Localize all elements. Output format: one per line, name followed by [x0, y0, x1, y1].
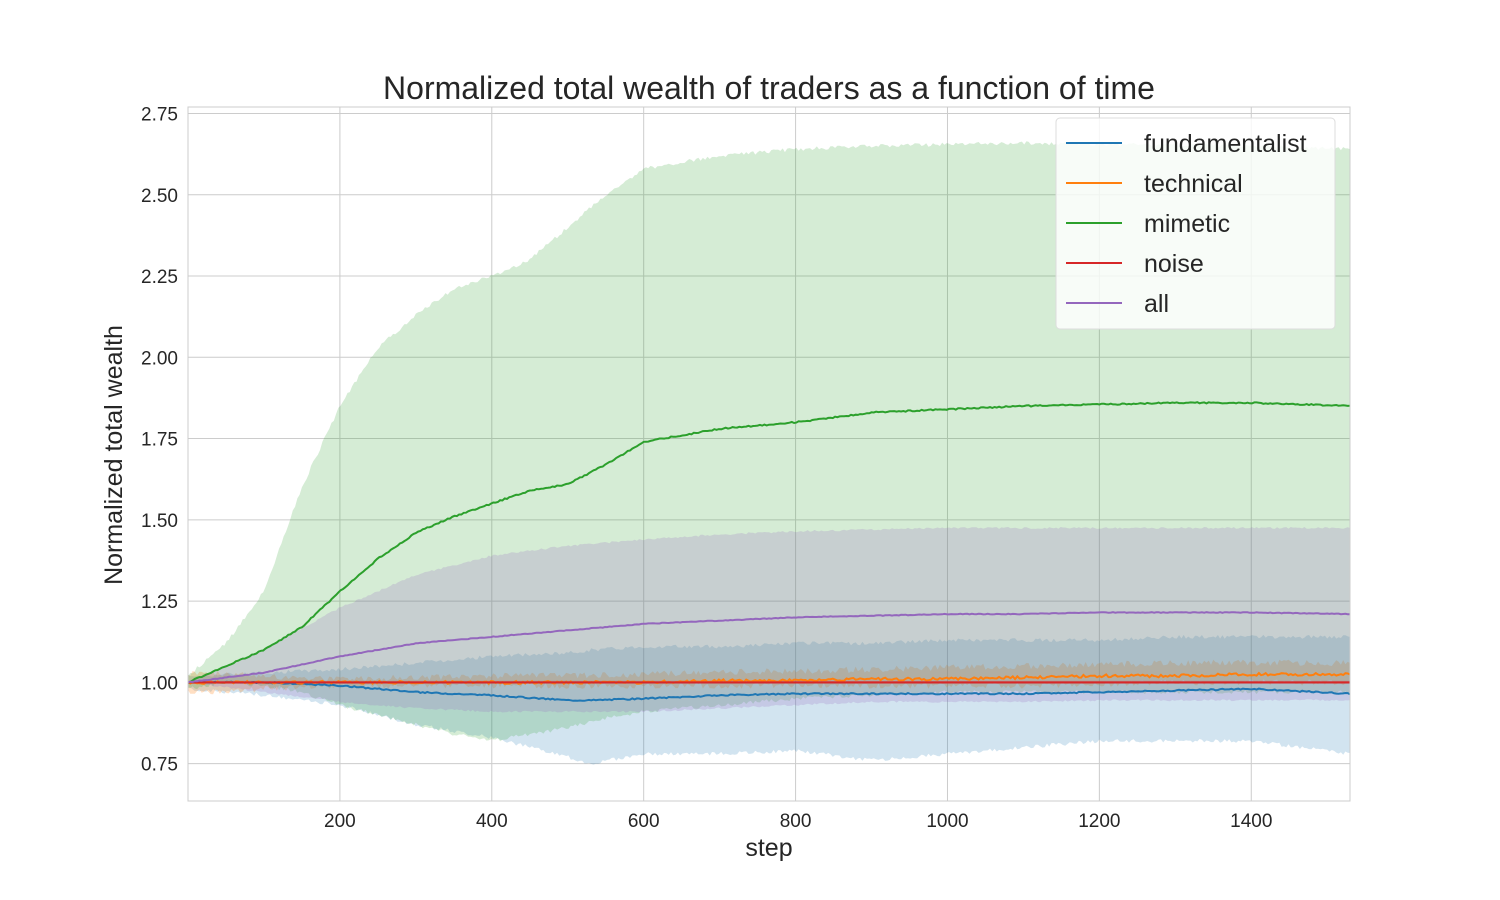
legend-label-fundamentalist: fundamentalist	[1144, 130, 1307, 158]
y-tick-label: 1.25	[141, 592, 178, 613]
plot-frame	[187, 106, 1351, 802]
y-tick-label: 2.00	[141, 348, 178, 369]
fundamentalist-line	[187, 680, 1351, 702]
y-tick-label: 1.50	[141, 511, 178, 532]
chart-title: Normalized total wealth of traders as a …	[383, 70, 1155, 106]
y-tick-label: 1.75	[141, 430, 178, 451]
legend-label-all: all	[1144, 290, 1169, 318]
legend-box	[1055, 117, 1336, 330]
all-line	[187, 611, 1350, 684]
x-tick-label: 600	[628, 811, 660, 832]
y-tick-label: 2.50	[141, 186, 178, 207]
series-lines	[187, 401, 1351, 702]
legend-label-mimetic: mimetic	[1144, 210, 1230, 238]
y-axis-label: Normalized total wealth	[100, 325, 128, 585]
x-tick-labels: 200 400 600 800 1000 1200 1400	[324, 811, 1272, 832]
y-tick-label: 1.00	[141, 673, 178, 694]
x-tick-label: 1000	[926, 811, 968, 832]
x-tick-label: 800	[780, 811, 812, 832]
mimetic-line	[187, 401, 1351, 684]
x-tick-label: 200	[324, 811, 356, 832]
y-tick-label: 2.25	[141, 267, 178, 288]
x-tick-label: 1200	[1078, 811, 1120, 832]
technical-confidence-band	[188, 659, 1350, 695]
y-tick-labels: 0.75 1.00 1.25 1.50 1.75 2.00 2.25 2.50 2.75	[141, 105, 178, 776]
x-tick-label: 1400	[1230, 811, 1272, 832]
fundamentalist-confidence-band	[188, 634, 1350, 765]
y-tick-label: 2.75	[141, 105, 178, 126]
y-tick-label: 0.75	[141, 755, 178, 776]
x-tick-label: 400	[476, 811, 508, 832]
legend: fundamentalist technical mimetic noise all	[1055, 117, 1336, 330]
legend-label-technical: technical	[1144, 170, 1243, 198]
x-axis-label: step	[745, 834, 792, 862]
all-confidence-band	[188, 527, 1350, 713]
legend-label-noise: noise	[1144, 250, 1204, 278]
